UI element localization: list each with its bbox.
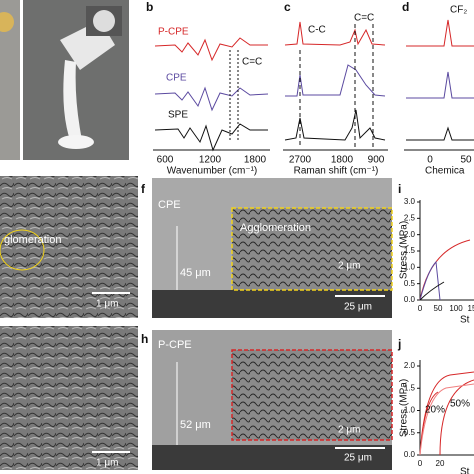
tick-label: 1.5 <box>404 383 416 392</box>
panel-label: h <box>141 332 148 346</box>
curve <box>406 71 474 99</box>
tick-label: 1800 <box>244 155 267 166</box>
annotation: C-C <box>308 25 326 36</box>
axis-label: Stress (MPa) <box>399 379 410 437</box>
tick-label: 0.0 <box>404 295 416 304</box>
annotation: Agglomeration <box>240 222 311 234</box>
tick-label: 600 <box>157 155 174 166</box>
inset <box>231 207 393 291</box>
curve <box>406 126 474 141</box>
tick-label: 0 <box>427 155 433 166</box>
panel-label: j <box>397 337 401 351</box>
legend: SPE <box>168 110 188 121</box>
axis-label: Stress (MPa) <box>399 221 410 279</box>
tick-label: 0.5 <box>404 428 416 437</box>
tick-label: 1.0 <box>404 406 416 415</box>
highlight <box>0 229 45 271</box>
curve <box>284 21 386 46</box>
annotation: glomeration <box>4 234 61 246</box>
tick-label: 1800 <box>331 155 354 166</box>
curve <box>406 19 474 47</box>
inset <box>231 349 393 441</box>
tick-label: 900 <box>368 155 385 166</box>
axis-label: St <box>460 467 470 474</box>
scale-label: 1 μm <box>96 299 118 310</box>
sem-image <box>152 290 392 318</box>
sem-image <box>152 445 392 470</box>
tick-label: 50 <box>460 155 472 166</box>
scale-label: 25 μm <box>344 302 372 313</box>
curve <box>419 260 441 301</box>
scale-label: 25 μm <box>344 453 372 464</box>
annotation: 20% <box>425 405 445 416</box>
photo-detail <box>0 12 14 32</box>
tick-label: 1.5 <box>404 246 416 255</box>
curve <box>154 86 269 112</box>
legend: CPE <box>166 73 187 84</box>
tick-label: 0.0 <box>404 450 416 459</box>
photo-detail <box>93 10 115 32</box>
photo-detail <box>63 60 82 140</box>
annotation: CF₂ <box>450 5 467 16</box>
curve <box>419 281 445 301</box>
annotation: 52 μm <box>180 419 211 431</box>
tick-label: 0.5 <box>404 279 416 288</box>
axis-label: Raman shift (cm⁻¹) <box>294 166 379 177</box>
tick-label: 100 <box>449 304 463 313</box>
scale-label: 2 μm <box>338 425 360 436</box>
annotation: C=C <box>354 13 374 24</box>
panel-label: f <box>141 182 146 196</box>
curve <box>154 123 268 152</box>
tick-label: 20 <box>436 459 445 468</box>
sem-image <box>0 176 138 318</box>
curve <box>419 239 471 301</box>
curve <box>285 64 386 97</box>
sample-label: P-CPE <box>158 339 192 351</box>
tick-label: 2700 <box>289 155 312 166</box>
sample-label: CPE <box>158 199 181 211</box>
axis-label: St <box>460 315 470 326</box>
panel-label: i <box>398 182 401 196</box>
panel-label: d <box>402 0 409 14</box>
curve <box>419 383 474 456</box>
sem-image <box>0 326 138 470</box>
panel-label: b <box>146 0 153 14</box>
scale-label: 1 μm <box>96 458 118 469</box>
tick-label: 2.0 <box>404 230 416 239</box>
tick-label: 2.5 <box>404 213 416 222</box>
legend: P-CPE <box>158 27 189 38</box>
annotation: 50% <box>450 399 470 410</box>
tick-label: 3.0 <box>404 197 416 206</box>
axis <box>419 200 474 301</box>
tick-label: 0 <box>418 459 423 468</box>
tick-label: 50 <box>434 304 443 313</box>
photo <box>0 0 20 160</box>
tick-label: 1.0 <box>404 262 416 271</box>
curve <box>154 37 268 62</box>
axis-label: Chemica <box>425 166 465 177</box>
scale-label: 2 μm <box>338 261 360 272</box>
annotation: 45 μm <box>180 267 211 279</box>
tick-label: 1200 <box>199 155 222 166</box>
photo-detail <box>58 135 94 149</box>
axis-label: Wavenumber (cm⁻¹) <box>167 166 257 177</box>
tick-label: 0 <box>418 304 423 313</box>
curve <box>284 109 386 141</box>
annotation: C=C <box>242 57 262 68</box>
tick-label: 2.0 <box>404 361 416 370</box>
panel-label: c <box>284 0 291 14</box>
tick-label: 15 <box>468 304 474 313</box>
